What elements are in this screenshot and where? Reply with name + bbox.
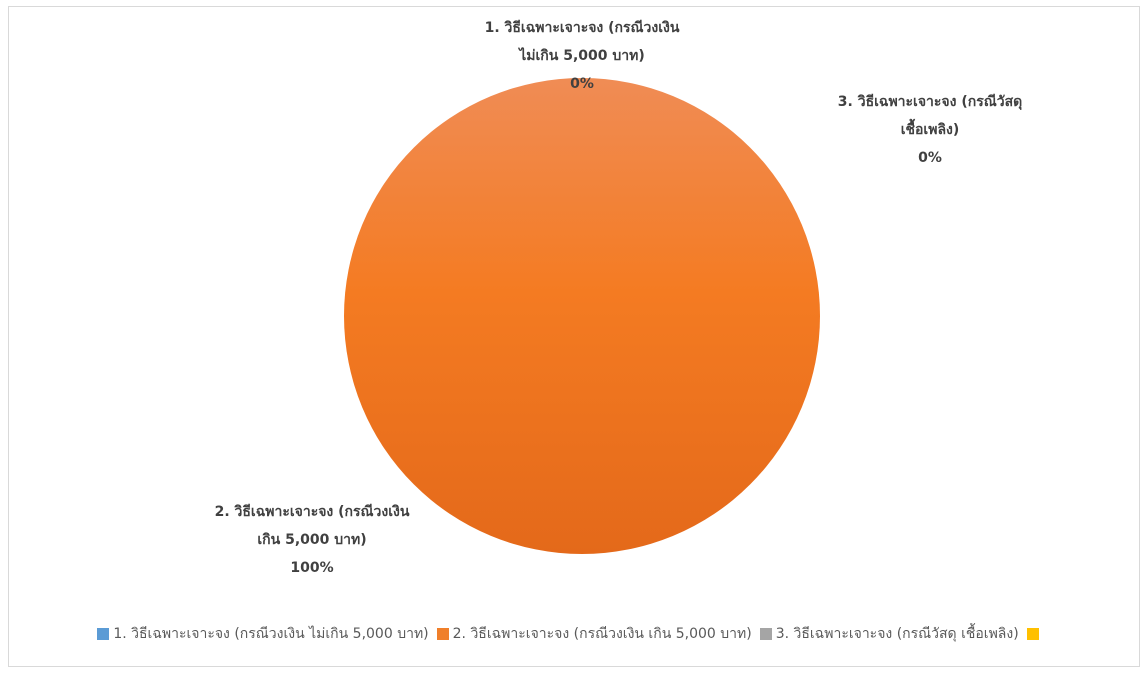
legend-item-3[interactable]: 3. วิธีเฉพาะเจาะจง (กรณีวัสดุ เชื้อเพลิง… <box>759 623 1019 645</box>
slice-label-2-line-1: 2. วิธีเฉพาะเจาะจง (กรณีวงเงิน <box>214 504 410 520</box>
slice-label-1-line-1: 1. วิธีเฉพาะเจาะจง (กรณีวงเงิน <box>484 20 680 36</box>
legend-swatch-1 <box>97 628 110 640</box>
legend-label-1: 1. วิธีเฉพาะเจาะจง (กรณีวงเงิน ไม่เกิน 5… <box>113 626 429 642</box>
slice-label-1-percent: 0% <box>570 76 594 92</box>
legend-swatch-3 <box>759 628 772 640</box>
slice-label-3-line-2: เชื้อเพลิง) <box>900 122 960 138</box>
legend-label-2: 2. วิธีเฉพาะเจาะจง (กรณีวงเงิน เกิน 5,00… <box>452 626 752 642</box>
legend-item-4[interactable] <box>1026 628 1043 640</box>
slice-label-2: 2. วิธีเฉพาะเจาะจง (กรณีวงเงิน เกิน 5,00… <box>162 498 462 582</box>
slice-label-1: 1. วิธีเฉพาะเจาะจง (กรณีวงเงิน ไม่เกิน 5… <box>432 14 732 98</box>
legend-swatch-4 <box>1026 628 1039 640</box>
legend: 1. วิธีเฉพาะเจาะจง (กรณีวงเงิน ไม่เกิน 5… <box>0 623 1148 645</box>
legend-label-3: 3. วิธีเฉพาะเจาะจง (กรณีวัสดุ เชื้อเพลิง… <box>775 626 1019 642</box>
slice-label-2-line-2: เกิน 5,000 บาท) <box>257 532 367 548</box>
slice-label-1-line-2: ไม่เกิน 5,000 บาท) <box>519 48 645 64</box>
slice-label-3-line-1: 3. วิธีเฉพาะเจาะจง (กรณีวัสดุ <box>837 94 1023 110</box>
slice-label-3: 3. วิธีเฉพาะเจาะจง (กรณีวัสดุ เชื้อเพลิง… <box>780 88 1080 172</box>
pie-slice-2[interactable] <box>344 78 820 554</box>
legend-swatch-2 <box>436 628 449 640</box>
legend-item-2[interactable]: 2. วิธีเฉพาะเจาะจง (กรณีวงเงิน เกิน 5,00… <box>436 623 752 645</box>
slice-label-3-percent: 0% <box>918 150 942 166</box>
legend-item-1[interactable]: 1. วิธีเฉพาะเจาะจง (กรณีวงเงิน ไม่เกิน 5… <box>97 623 429 645</box>
slice-label-2-percent: 100% <box>290 560 334 576</box>
